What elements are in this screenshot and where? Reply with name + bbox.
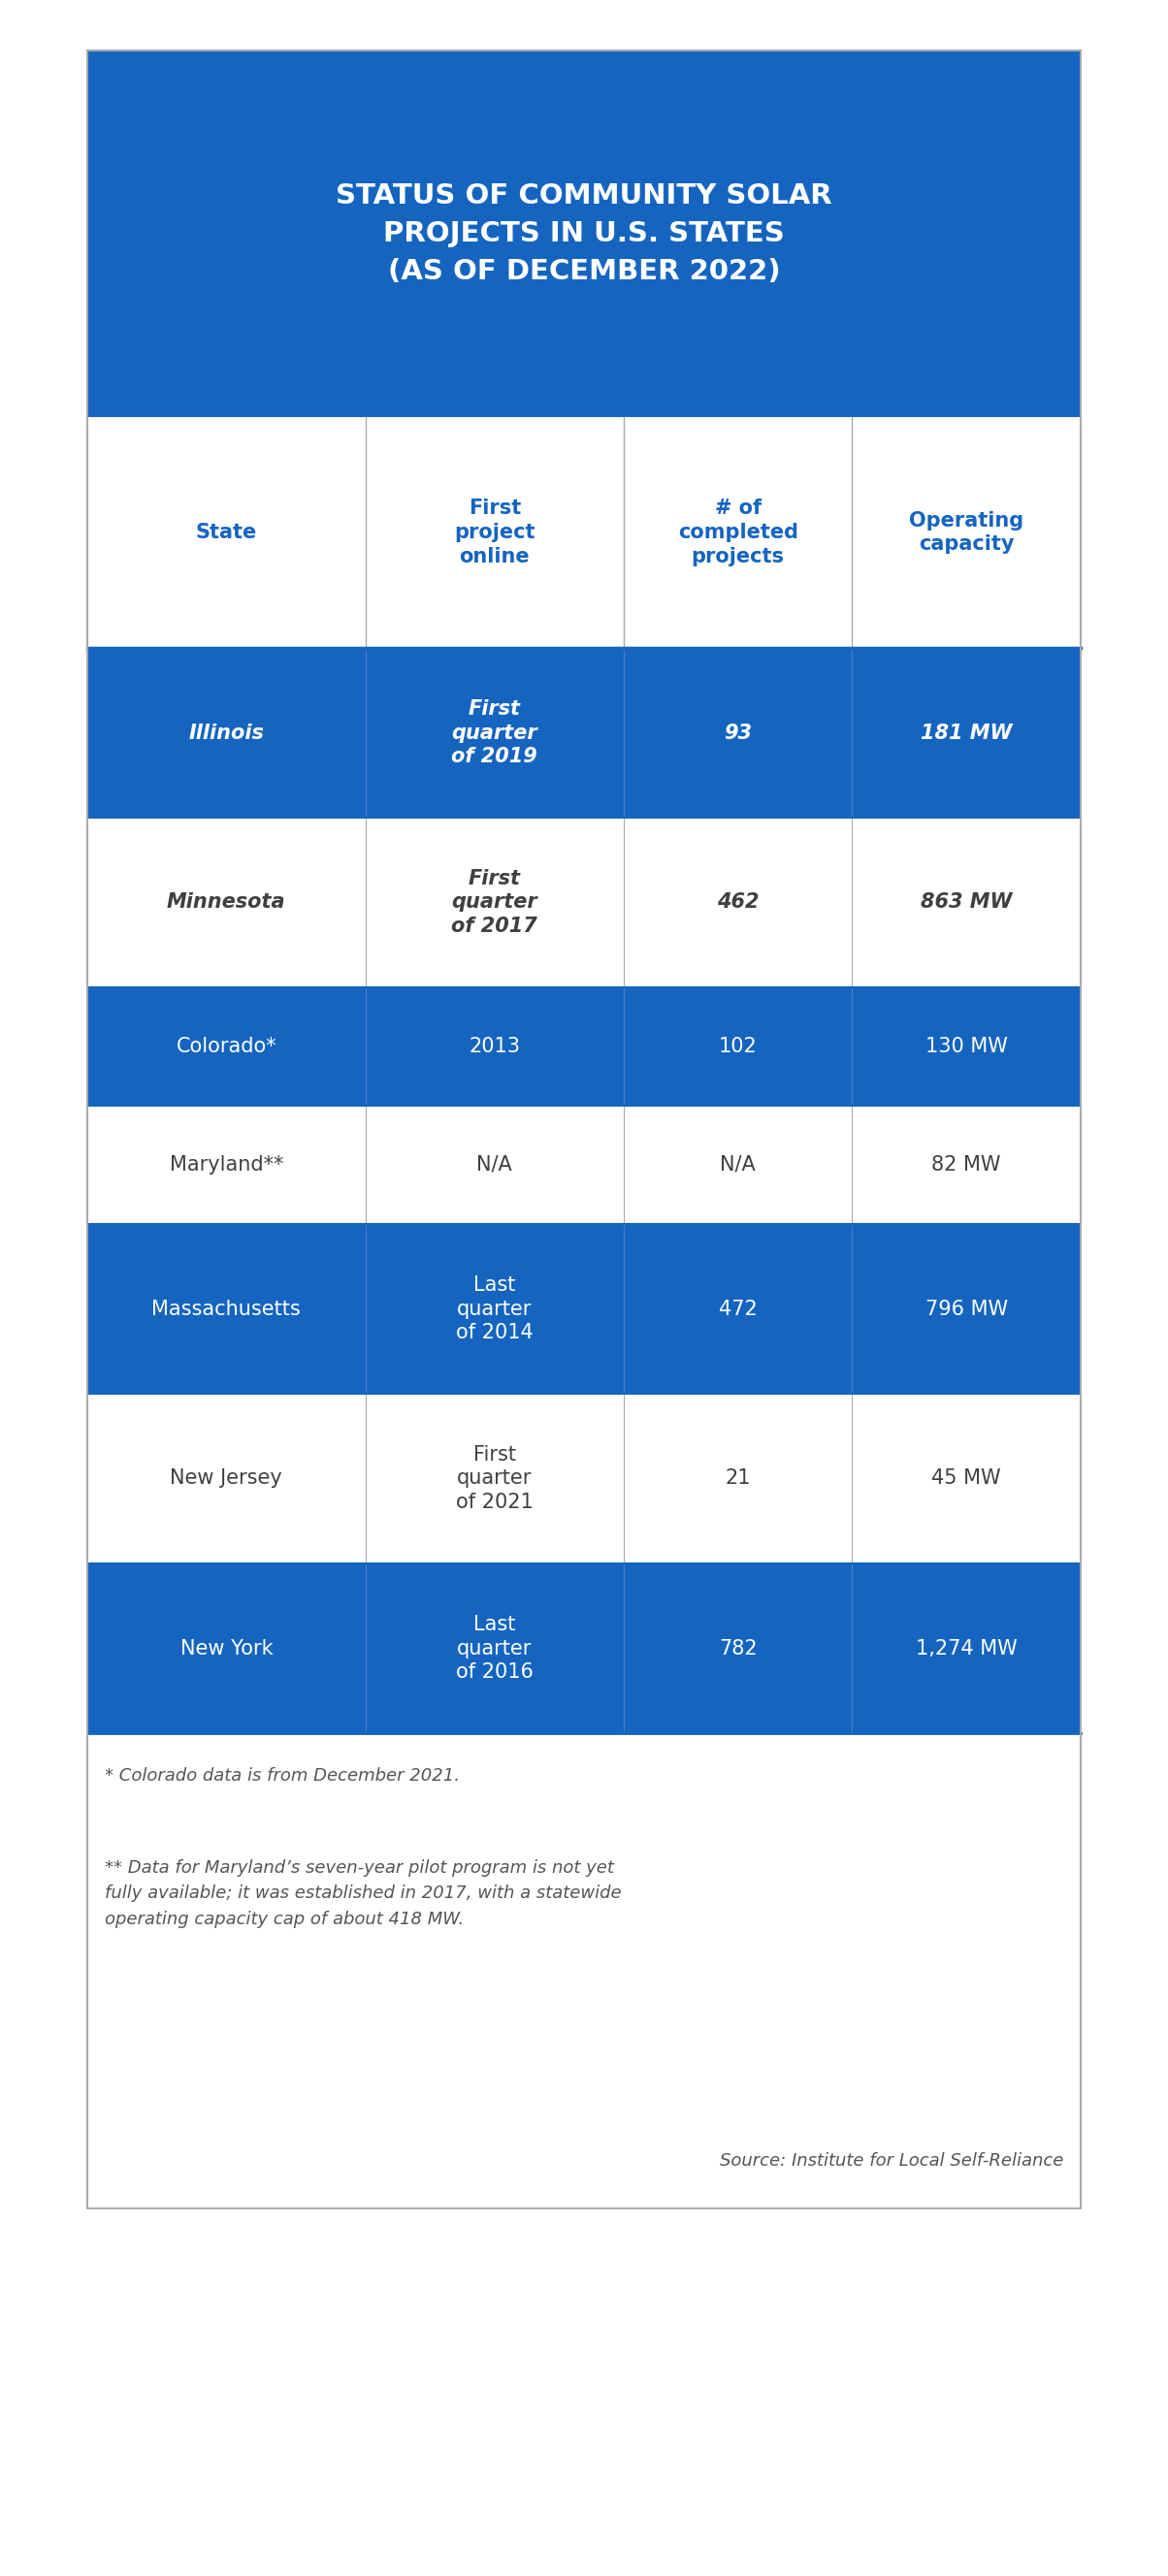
Text: Minnesota: Minnesota [167,894,286,912]
Text: 181 MW: 181 MW [920,724,1013,742]
Text: First
quarter
of 2021: First quarter of 2021 [456,1445,534,1512]
Bar [88,649,1080,817]
Text: Source: Institute for Local Self-Reliance: Source: Institute for Local Self-Relianc… [719,2151,1063,2169]
Bar [88,987,1080,1105]
Text: Operating
capacity: Operating capacity [909,510,1023,554]
Text: 462: 462 [717,894,759,912]
Text: Last
quarter
of 2016: Last quarter of 2016 [456,1615,534,1682]
Text: 93: 93 [724,724,752,742]
Bar [88,52,1080,417]
Bar [88,417,1080,649]
Text: First
project
online: First project online [454,500,535,567]
Bar [88,1105,1080,1224]
Text: New Jersey: New Jersey [171,1468,283,1489]
Bar [88,817,1080,987]
Text: 782: 782 [718,1638,757,1659]
Text: 45 MW: 45 MW [932,1468,1001,1489]
Bar [88,1564,1080,1734]
Text: Last
quarter
of 2014: Last quarter of 2014 [456,1275,534,1342]
Bar [88,1734,1080,2208]
Bar [88,52,1080,2208]
Text: STATUS OF COMMUNITY SOLAR
PROJECTS IN U.S. STATES
(AS OF DECEMBER 2022): STATUS OF COMMUNITY SOLAR PROJECTS IN U.… [336,183,832,286]
Text: First
quarter
of 2017: First quarter of 2017 [452,868,537,935]
Text: 863 MW: 863 MW [920,894,1013,912]
Bar [88,1224,1080,1394]
Text: Illinois: Illinois [188,724,264,742]
Text: Maryland**: Maryland** [169,1154,284,1175]
Text: 472: 472 [718,1298,757,1319]
Text: 2013: 2013 [468,1036,520,1056]
Text: Colorado*: Colorado* [176,1036,277,1056]
Text: # of
completed
projects: # of completed projects [677,500,798,567]
Text: ** Data for Maryland’s seven-year pilot program is not yet
fully available; it w: ** Data for Maryland’s seven-year pilot … [105,1860,621,1927]
Text: N/A: N/A [477,1154,513,1175]
Text: 21: 21 [725,1468,751,1489]
Text: 796 MW: 796 MW [925,1298,1008,1319]
Text: New York: New York [180,1638,273,1659]
Text: State: State [196,523,257,541]
Text: Massachusetts: Massachusetts [152,1298,301,1319]
Bar [88,1394,1080,1564]
Text: First
quarter
of 2019: First quarter of 2019 [452,698,537,768]
Text: * Colorado data is from December 2021.: * Colorado data is from December 2021. [105,1767,460,1785]
Text: 82 MW: 82 MW [932,1154,1001,1175]
Text: 102: 102 [718,1036,757,1056]
Text: 1,274 MW: 1,274 MW [916,1638,1017,1659]
Text: N/A: N/A [721,1154,756,1175]
Text: 130 MW: 130 MW [925,1036,1008,1056]
